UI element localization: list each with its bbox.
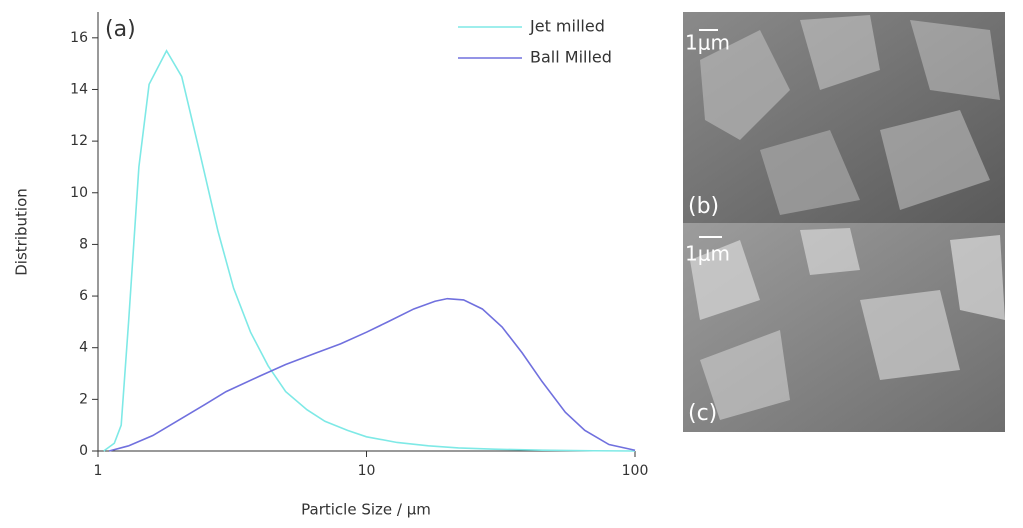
sem-image-b: 1μm (b) xyxy=(683,12,1005,223)
y-tick-label: 16 xyxy=(70,30,88,46)
x-axis-label: Particle Size / μm xyxy=(301,501,431,519)
sem-image-c: 1μm (c) xyxy=(683,223,1005,432)
y-tick-label: 8 xyxy=(79,236,88,252)
scale-label: 1μm xyxy=(685,242,730,266)
chart: (a) Particle Size / μm Distribution 0 2 4 6… xyxy=(13,12,649,519)
x-tick-label: 100 xyxy=(622,463,649,479)
y-tick-label: 4 xyxy=(79,340,88,356)
scale-label: 1μm xyxy=(685,31,730,55)
figure: 1μm (b) 1μm (c) (a) Particle Size / μm D… xyxy=(0,0,1023,524)
y-tick-label: 2 xyxy=(79,391,88,407)
legend-label: Ball Milled xyxy=(530,48,612,67)
y-tick-label: 10 xyxy=(70,185,88,201)
data-line xyxy=(109,299,635,451)
legend-label: Jet milled xyxy=(529,17,605,36)
y-tick-label: 12 xyxy=(70,133,88,149)
y-axis-label: Distribution xyxy=(13,188,31,276)
x-tick-label: 1 xyxy=(94,463,103,479)
y-tick-label: 14 xyxy=(70,81,88,97)
panel-label: (b) xyxy=(688,194,719,219)
y-tick-label: 0 xyxy=(79,443,88,459)
annotation: (a) xyxy=(105,17,136,42)
data-line xyxy=(104,51,635,451)
x-tick-label: 10 xyxy=(358,463,376,479)
y-tick-label: 6 xyxy=(79,288,88,304)
panel-label: (c) xyxy=(688,401,717,426)
